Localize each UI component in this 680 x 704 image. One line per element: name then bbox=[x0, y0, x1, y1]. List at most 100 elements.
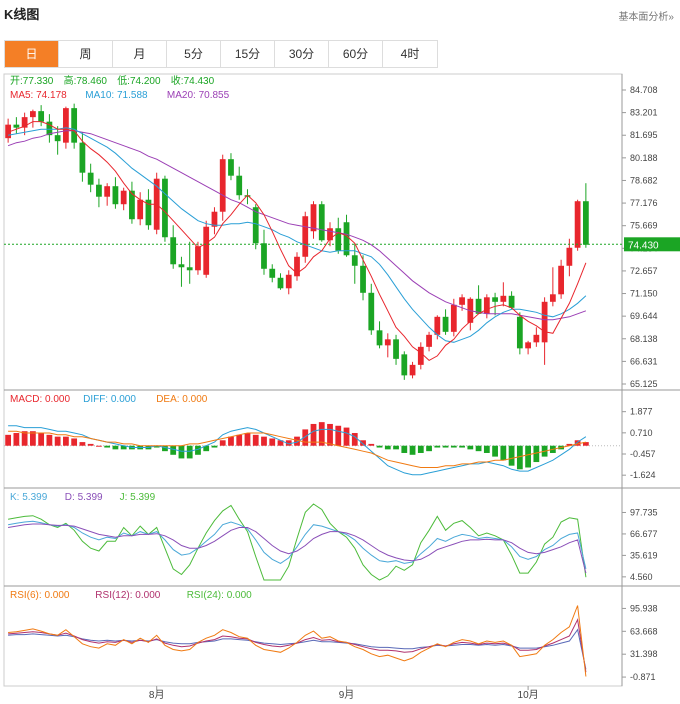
candle-body bbox=[310, 204, 317, 232]
candle-body bbox=[384, 339, 391, 346]
ohlc-label: 高:78.460 bbox=[64, 74, 108, 87]
macd-bar bbox=[186, 445, 193, 459]
candle-body bbox=[261, 243, 267, 269]
macd-bar bbox=[13, 433, 20, 446]
last-price-tag bbox=[624, 237, 680, 252]
candle-body bbox=[318, 204, 325, 241]
candle-body bbox=[129, 190, 135, 220]
macd-bar bbox=[112, 445, 119, 450]
candle-body bbox=[203, 226, 210, 275]
y-tick-label: 0.710 bbox=[630, 428, 653, 438]
candle-body bbox=[285, 274, 292, 289]
macd-bar bbox=[211, 445, 218, 448]
candle-body bbox=[335, 228, 342, 251]
macd-bar bbox=[71, 438, 78, 446]
candle-body bbox=[277, 277, 284, 289]
stock-chart[interactable]: 84.708 83.201 81.695 80.188 78.682 77.176 75.6… bbox=[0, 68, 680, 704]
macd-bar bbox=[170, 445, 177, 455]
candle-body bbox=[120, 190, 127, 205]
x-tick-label: 9月 bbox=[339, 689, 355, 701]
rsi12-line bbox=[8, 618, 587, 673]
tab-30min[interactable]: 30分 bbox=[275, 41, 329, 67]
macd-bar bbox=[5, 434, 12, 446]
macd-bar bbox=[582, 442, 589, 446]
macd-bar bbox=[104, 445, 111, 448]
macd-label: DEA: 0.000 bbox=[156, 394, 208, 405]
macd-bar bbox=[178, 445, 185, 459]
candle-body bbox=[112, 186, 119, 205]
candle-body bbox=[434, 316, 441, 335]
rsi-label: RSI(6): 0.000 bbox=[10, 590, 70, 601]
macd-bar bbox=[574, 440, 581, 446]
ma5-line bbox=[7, 121, 587, 362]
candle-body bbox=[21, 117, 28, 128]
y-tick-label: 69.644 bbox=[630, 311, 658, 321]
candle-body bbox=[195, 246, 201, 271]
tab-5min[interactable]: 5分 bbox=[167, 41, 221, 67]
ma-label: MA10: 71.588 bbox=[85, 90, 148, 101]
macd-bar bbox=[252, 434, 259, 446]
candle-body bbox=[96, 184, 102, 197]
macd-bar bbox=[38, 433, 45, 446]
candle-body bbox=[211, 211, 218, 227]
y-tick-label: 4.560 bbox=[630, 572, 653, 582]
candle-body bbox=[508, 295, 515, 308]
macd-bar bbox=[120, 445, 127, 450]
tab-60min[interactable]: 60分 bbox=[329, 41, 383, 67]
macd-bar bbox=[475, 445, 482, 452]
candle-body bbox=[38, 111, 45, 122]
candle-body bbox=[29, 111, 36, 118]
y-tick-label: 75.669 bbox=[630, 221, 658, 231]
y-tick-label: 63.668 bbox=[630, 626, 658, 636]
rsi-label: RSI(12): 0.000 bbox=[95, 590, 160, 601]
candle-body bbox=[71, 108, 78, 143]
y-tick-label: 66.631 bbox=[630, 356, 658, 366]
y-tick-label: 35.619 bbox=[630, 550, 658, 560]
tab-month[interactable]: 月 bbox=[113, 41, 167, 67]
macd-bar bbox=[318, 422, 325, 446]
ohlc-label: 开:77.330 bbox=[10, 76, 54, 87]
macd-bar bbox=[566, 443, 573, 446]
macd-bar bbox=[384, 445, 391, 450]
macd-bar bbox=[29, 431, 36, 446]
macd-bar bbox=[351, 433, 358, 446]
candle-body bbox=[541, 301, 548, 343]
macd-bar bbox=[442, 445, 449, 448]
candle-body bbox=[13, 124, 20, 128]
macd-bar bbox=[368, 443, 375, 446]
candle-body bbox=[574, 201, 581, 248]
candle-body bbox=[417, 346, 424, 365]
macd-bar bbox=[203, 445, 210, 452]
y-tick-label: 1.877 bbox=[630, 407, 653, 417]
tab-day[interactable]: 日 bbox=[5, 41, 59, 67]
y-tick-label: 31.398 bbox=[630, 649, 658, 659]
candle-body bbox=[46, 121, 53, 136]
y-tick-label: 84.708 bbox=[630, 85, 658, 95]
macd-bar bbox=[269, 438, 276, 446]
macd-bar bbox=[96, 445, 102, 447]
fundamental-analysis-link[interactable]: 基本面分析» bbox=[618, 12, 674, 23]
tab-15min[interactable]: 15分 bbox=[221, 41, 275, 67]
candle-body bbox=[500, 295, 507, 302]
candle-body bbox=[170, 237, 177, 265]
candle-body bbox=[409, 364, 416, 376]
candle-body bbox=[252, 207, 259, 244]
candle-body bbox=[5, 124, 12, 139]
candle-body bbox=[269, 268, 276, 278]
macd-label: DIFF: 0.000 bbox=[83, 394, 136, 405]
kdj-label: J: 5.399 bbox=[120, 492, 156, 503]
macd-bar bbox=[244, 433, 251, 446]
candle-body bbox=[137, 199, 144, 220]
macd-bar bbox=[327, 423, 333, 446]
candle-body bbox=[558, 265, 565, 295]
page-title: K线图 bbox=[4, 7, 40, 22]
candle-body bbox=[393, 339, 399, 359]
candle-body bbox=[351, 255, 358, 266]
candle-body bbox=[219, 159, 226, 212]
macd-bar bbox=[285, 440, 292, 446]
macd-bar bbox=[236, 434, 243, 446]
y-tick-label: -0.871 bbox=[630, 672, 656, 682]
tab-week[interactable]: 周 bbox=[59, 41, 113, 67]
macd-bar bbox=[343, 427, 350, 446]
tab-4hour[interactable]: 4时 bbox=[400, 47, 420, 61]
